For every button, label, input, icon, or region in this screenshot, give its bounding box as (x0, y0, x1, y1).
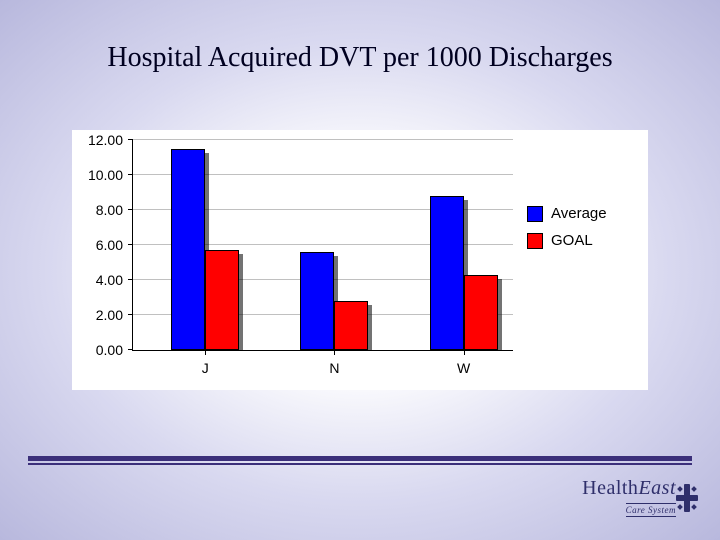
chart-bar (171, 149, 205, 350)
chart-ytick-label: 8.00 (96, 202, 123, 218)
chart-xtick-label: J (202, 360, 209, 376)
chart-legend: Average GOAL (527, 205, 607, 259)
chart-xtick-label: N (329, 360, 339, 376)
brand-logo-main: HealthEast (582, 477, 676, 500)
chart-ytick (128, 174, 133, 175)
slide: Hospital Acquired DVT per 1000 Discharge… (0, 0, 720, 540)
chart-ytick (128, 139, 133, 140)
brand-logo-icon (676, 484, 698, 512)
chart-ytick (128, 349, 133, 350)
chart-bar (334, 301, 368, 350)
chart-ytick (128, 279, 133, 280)
chart-gridline (133, 139, 513, 140)
footer-rule (28, 456, 692, 465)
footer-rule-thin (28, 463, 692, 465)
chart-ytick (128, 244, 133, 245)
chart-ytick-label: 6.00 (96, 237, 123, 253)
chart-bar (430, 196, 464, 350)
legend-label: Average (551, 205, 607, 222)
chart-ytick-label: 2.00 (96, 307, 123, 323)
chart-ytick-label: 10.00 (88, 167, 123, 183)
brand-logo-sub: Care System (626, 503, 676, 517)
chart-bar (205, 250, 239, 350)
chart-bar (464, 275, 498, 350)
chart-ytick-label: 12.00 (88, 132, 123, 148)
chart-ytick (128, 209, 133, 210)
brand-logo-main-a: Health (582, 477, 638, 499)
slide-title: Hospital Acquired DVT per 1000 Discharge… (0, 42, 720, 74)
legend-swatch (527, 233, 543, 249)
legend-item: GOAL (527, 232, 607, 249)
chart-ytick-label: 4.00 (96, 272, 123, 288)
chart-ytick (128, 314, 133, 315)
chart-xtick (334, 350, 335, 355)
chart-plot-area: 0.002.004.006.008.0010.0012.00JNW (132, 140, 513, 351)
chart-xtick (464, 350, 465, 355)
legend-item: Average (527, 205, 607, 222)
chart-xtick (205, 350, 206, 355)
brand-logo-main-b: East (638, 477, 676, 499)
chart-container: 0.002.004.006.008.0010.0012.00JNW Averag… (72, 130, 648, 390)
chart-ytick-label: 0.00 (96, 342, 123, 358)
chart-xtick-label: W (457, 360, 470, 376)
brand-logo: HealthEast Care System (582, 477, 676, 518)
legend-swatch (527, 206, 543, 222)
footer-rule-thick (28, 456, 692, 461)
chart-bar (300, 252, 334, 350)
legend-label: GOAL (551, 232, 593, 249)
